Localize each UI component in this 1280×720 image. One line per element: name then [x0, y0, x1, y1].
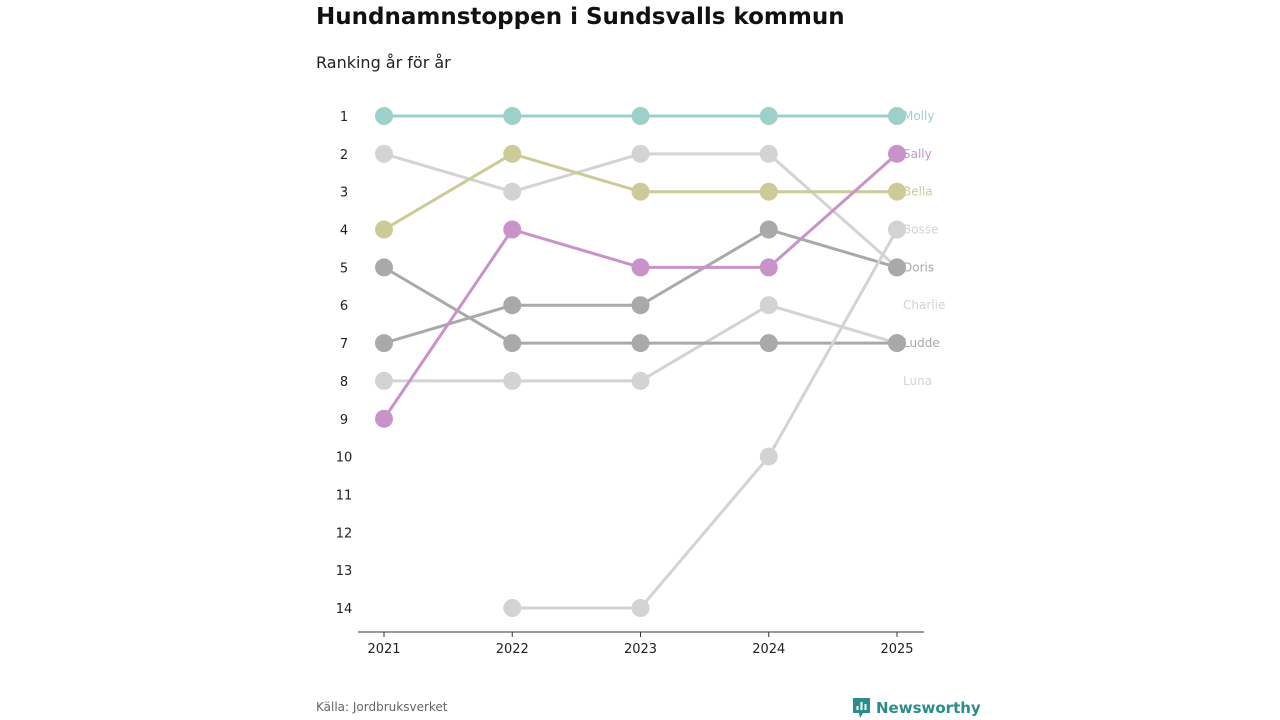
- data-point-molly[interactable]: [759, 107, 778, 125]
- data-point-molly[interactable]: [631, 107, 650, 125]
- y-tick-label: 13: [336, 564, 353, 579]
- data-point-ludde[interactable]: [888, 334, 906, 353]
- source-note: Källa: Jordbruksverket: [316, 700, 448, 714]
- data-point-luna[interactable]: [375, 371, 393, 390]
- data-point-charlie[interactable]: [759, 144, 778, 163]
- series-line-doris: [383, 228, 898, 345]
- y-tick-label: 10: [336, 451, 353, 466]
- data-point-sally[interactable]: [759, 258, 778, 277]
- data-point-bosse[interactable]: [631, 599, 650, 617]
- data-point-sally[interactable]: [888, 144, 906, 163]
- data-point-bella[interactable]: [375, 220, 393, 239]
- data-point-luna[interactable]: [503, 371, 522, 390]
- data-point-doris[interactable]: [888, 258, 906, 277]
- brand-name: Newsworthy: [876, 699, 981, 717]
- series-points: [375, 107, 906, 617]
- data-point-charlie[interactable]: [631, 144, 650, 163]
- y-tick-label: 6: [340, 299, 348, 314]
- data-point-ludde[interactable]: [759, 334, 778, 353]
- series-line-charlie: [383, 152, 898, 269]
- data-point-bella[interactable]: [631, 182, 650, 201]
- end-label-bella: Bella: [903, 185, 933, 199]
- data-point-molly[interactable]: [375, 107, 393, 125]
- data-point-bella[interactable]: [759, 182, 778, 201]
- y-tick-label: 1: [340, 110, 348, 125]
- end-label-doris: Doris: [903, 260, 934, 274]
- brand-logo[interactable]: Newsworthy: [852, 697, 981, 719]
- series-line-bosse: [512, 228, 899, 610]
- data-point-bosse[interactable]: [888, 220, 906, 239]
- end-label-molly: Molly: [903, 109, 934, 123]
- y-tick-label: 11: [336, 488, 353, 503]
- data-point-doris[interactable]: [759, 220, 778, 239]
- x-tick-label: 2024: [752, 642, 785, 657]
- y-tick-label: 14: [336, 602, 353, 617]
- y-tick-label: 8: [340, 375, 348, 390]
- x-axis: 2021 2022 2023 2024 2025: [358, 631, 924, 657]
- data-point-sally[interactable]: [631, 258, 650, 277]
- data-point-molly[interactable]: [503, 107, 522, 125]
- data-point-doris[interactable]: [631, 296, 650, 315]
- y-tick-label: 7: [340, 337, 348, 352]
- y-tick-label: 3: [340, 186, 348, 201]
- data-point-luna[interactable]: [631, 371, 650, 390]
- data-point-bella[interactable]: [503, 144, 522, 163]
- data-point-ludde[interactable]: [503, 334, 522, 353]
- y-tick-label: 9: [340, 413, 348, 428]
- data-point-molly[interactable]: [888, 107, 906, 125]
- end-label-charlie: Charlie: [903, 298, 945, 312]
- data-point-charlie[interactable]: [375, 144, 393, 163]
- data-point-sally[interactable]: [375, 409, 393, 428]
- data-point-ludde[interactable]: [375, 258, 393, 277]
- chart-title: Hundnamnstoppen i Sundsvalls kommun: [316, 4, 845, 30]
- data-point-bella[interactable]: [888, 182, 906, 201]
- data-point-bosse[interactable]: [503, 599, 522, 617]
- end-label-bosse: Bosse: [903, 223, 938, 237]
- y-tick-label: 12: [336, 526, 353, 541]
- y-tick-label: 2: [340, 148, 348, 163]
- data-point-luna[interactable]: [759, 296, 778, 315]
- data-point-sally[interactable]: [503, 220, 522, 239]
- end-label-luna: Luna: [903, 374, 932, 388]
- newsworthy-icon: [853, 698, 870, 718]
- data-point-bosse[interactable]: [759, 447, 778, 466]
- y-tick-label: 5: [340, 261, 348, 276]
- chart-subtitle: Ranking år för år: [316, 53, 451, 72]
- data-point-ludde[interactable]: [631, 334, 650, 353]
- x-tick-label: 2023: [624, 642, 657, 657]
- end-label-ludde: Ludde: [903, 336, 940, 350]
- data-point-charlie[interactable]: [503, 182, 522, 201]
- data-point-doris[interactable]: [375, 334, 393, 353]
- x-tick-label: 2025: [880, 642, 913, 657]
- x-tick-label: 2022: [496, 642, 529, 657]
- y-tick-label: 4: [340, 224, 348, 239]
- end-label-sally: Sally: [903, 147, 932, 161]
- data-point-doris[interactable]: [503, 296, 522, 315]
- end-labels: Molly Sally Bella Bosse Doris Charlie Ludde Lun…: [903, 109, 945, 388]
- x-tick-label: 2021: [367, 642, 400, 657]
